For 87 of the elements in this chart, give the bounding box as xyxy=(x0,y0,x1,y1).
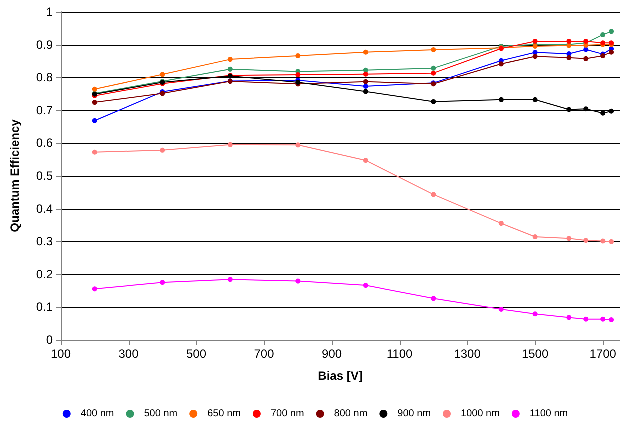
legend-label: 400 nm xyxy=(80,408,114,420)
point xyxy=(431,48,436,53)
y-tick-label: 1 xyxy=(46,5,54,19)
point xyxy=(566,315,572,320)
point xyxy=(584,106,589,112)
y-tick-label: 0.4 xyxy=(36,202,54,216)
point xyxy=(431,192,436,198)
x-tick-label: 900 xyxy=(322,347,342,361)
point xyxy=(566,236,572,242)
point xyxy=(228,142,233,148)
point xyxy=(498,62,504,67)
point xyxy=(566,39,572,44)
point xyxy=(296,53,301,58)
point xyxy=(584,47,589,52)
point xyxy=(296,72,301,78)
point xyxy=(228,277,233,282)
point xyxy=(431,99,436,104)
point xyxy=(296,278,301,284)
y-tick-label: 0.5 xyxy=(36,169,54,183)
y-tick-label: 0.1 xyxy=(36,300,54,314)
point xyxy=(566,55,572,60)
point xyxy=(609,29,614,34)
y-tick-label: 0.9 xyxy=(36,38,54,52)
point xyxy=(363,158,368,164)
point xyxy=(160,148,166,153)
point xyxy=(228,57,233,62)
point xyxy=(584,56,589,62)
x-tick-label: 1100 xyxy=(386,347,414,361)
legend-label: 1100 nm xyxy=(530,408,568,420)
point xyxy=(600,316,606,322)
point xyxy=(92,118,98,124)
point xyxy=(160,72,166,78)
point xyxy=(584,238,589,244)
point xyxy=(296,142,301,148)
point xyxy=(609,108,614,114)
legend-label: 500 nm xyxy=(144,408,178,420)
point xyxy=(431,296,436,302)
point xyxy=(431,70,436,76)
point xyxy=(566,107,572,112)
x-tick-label: 1300 xyxy=(454,347,482,361)
point xyxy=(363,89,368,94)
point xyxy=(498,306,504,312)
y-tick-label: 0.6 xyxy=(36,136,54,150)
point xyxy=(532,312,538,317)
point xyxy=(532,97,538,102)
point xyxy=(92,150,98,155)
point xyxy=(92,286,98,292)
point xyxy=(498,97,504,102)
point xyxy=(532,234,538,240)
point xyxy=(363,283,368,288)
x-tick-label: 300 xyxy=(118,347,140,361)
x-tick-label: 1500 xyxy=(522,347,549,361)
legend-label: 800 nm xyxy=(334,408,368,420)
point xyxy=(532,39,538,44)
point xyxy=(532,54,538,60)
point xyxy=(609,317,614,322)
point xyxy=(92,86,98,92)
x-axis-title: Bias [V] xyxy=(318,369,363,383)
point xyxy=(609,239,614,244)
legend-label: 650 nm xyxy=(208,408,241,420)
x-tick-label: 1700 xyxy=(590,347,617,361)
point xyxy=(363,50,368,55)
y-tick-label: 0.2 xyxy=(36,267,54,282)
legend-label: 900 nm xyxy=(398,408,432,420)
x-tick-label: 100 xyxy=(50,347,72,361)
point xyxy=(498,221,504,226)
point xyxy=(363,79,368,84)
point xyxy=(363,72,368,77)
x-tick-label: 700 xyxy=(254,347,275,361)
y-tick-label: 0.7 xyxy=(36,103,54,118)
legend-label: 1000 nm xyxy=(461,408,500,420)
y-tick-label: 0.3 xyxy=(36,234,54,249)
point xyxy=(600,238,606,244)
legend-label: 700 nm xyxy=(270,408,304,420)
point xyxy=(431,66,436,71)
point xyxy=(228,66,233,72)
y-tick-label: 0.8 xyxy=(36,70,54,85)
y-tick-label: 0 xyxy=(46,333,54,347)
point xyxy=(609,50,614,55)
point xyxy=(600,32,606,38)
point xyxy=(160,280,166,286)
point xyxy=(92,100,98,106)
y-axis-title: Quantum Efficiency xyxy=(8,119,22,232)
x-tick-label: 500 xyxy=(186,347,207,361)
point xyxy=(584,316,589,322)
point xyxy=(600,110,606,116)
point xyxy=(363,84,368,89)
